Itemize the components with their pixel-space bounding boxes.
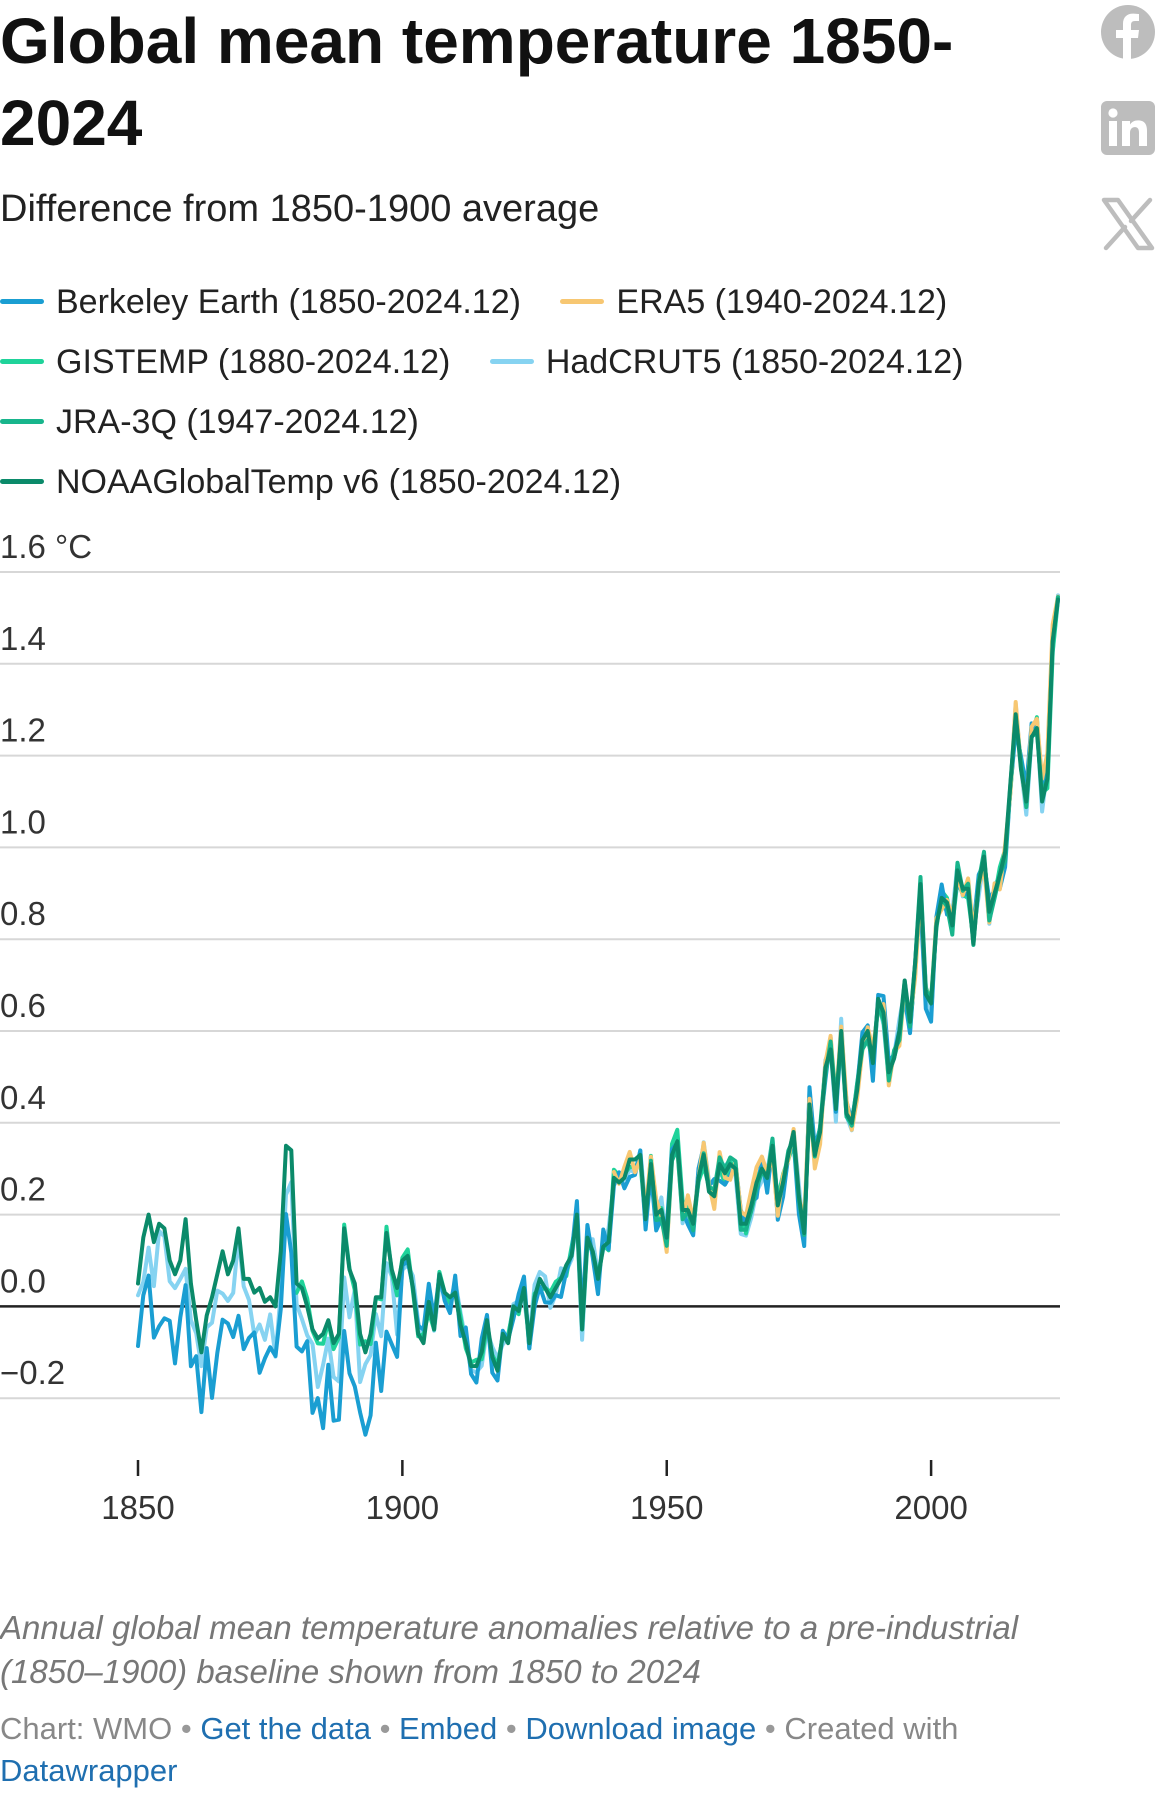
- y-tick-label: 0.8: [0, 895, 46, 932]
- legend-label: JRA-3Q (1947-2024.12): [56, 403, 419, 441]
- x-tick-label: 1950: [630, 1489, 703, 1526]
- created-with-label: Created with: [784, 1711, 959, 1746]
- x-tick-label: 1900: [366, 1489, 439, 1526]
- series-gistemp: [294, 597, 1060, 1368]
- line-chart: −0.2 0.0 0.2 0.4 0.6 0.8 1.0 1.2 1.4 1.6 °C 1850 19…: [0, 528, 1060, 1526]
- legend-label: HadCRUT5 (1850-2024.12): [545, 343, 964, 381]
- legend-label: Berkeley Earth (1850-2024.12): [56, 283, 521, 321]
- source-label: Chart: WMO: [0, 1711, 173, 1746]
- legend-label: GISTEMP (1880-2024.12): [56, 343, 451, 381]
- legend-swatch: [0, 418, 44, 424]
- legend-item-era5: ERA5 (1940-2024.12): [560, 272, 947, 332]
- facebook-icon[interactable]: [1100, 4, 1156, 60]
- legend-item-gistemp: GISTEMP (1880-2024.12): [0, 332, 450, 392]
- y-tick-label: 1.2: [0, 712, 46, 749]
- legend-swatch: [489, 358, 534, 364]
- series-noaa: [136, 597, 1060, 1373]
- chart-legend: Berkeley Earth (1850-2024.12) ERA5 (1940…: [0, 272, 1000, 512]
- legend-swatch: [0, 298, 44, 304]
- series-jra3q: [648, 595, 1060, 1248]
- get-data-link[interactable]: Get the data: [200, 1711, 371, 1746]
- page-title: Global mean temperature 1850-2024: [0, 5, 954, 159]
- linkedin-icon[interactable]: [1100, 100, 1156, 156]
- embed-link[interactable]: Embed: [399, 1711, 498, 1746]
- legend-swatch: [560, 298, 605, 304]
- x-icon[interactable]: [1100, 196, 1156, 252]
- download-image-link[interactable]: Download image: [525, 1711, 757, 1746]
- series-berkeley: [136, 597, 1060, 1437]
- chart-notes: Annual global mean temperature anomalies…: [0, 1609, 1019, 1690]
- y-tick-label: 0.6: [0, 987, 46, 1024]
- y-tick-label: 1.4: [0, 620, 46, 657]
- y-tick-label: 1.0: [0, 803, 46, 840]
- legend-label: ERA5 (1940-2024.12): [616, 283, 948, 321]
- legend-swatch: [0, 358, 44, 364]
- legend-label: NOAAGlobalTemp v6 (1850-2024.12): [56, 463, 622, 501]
- chart-subtitle: Difference from 1850-1900 average: [0, 188, 600, 230]
- legend-item-jra3q: JRA-3Q (1947-2024.12): [0, 392, 419, 452]
- legend-item-hadcrut5: HadCRUT5 (1850-2024.12): [489, 332, 964, 392]
- y-tick-label: −0.2: [0, 1354, 65, 1391]
- legend-item-noaa: NOAAGlobalTemp v6 (1850-2024.12): [0, 452, 621, 512]
- y-tick-label: 0.4: [0, 1079, 46, 1116]
- y-tick-label: 0.0: [0, 1262, 46, 1299]
- y-tick-label: 0.2: [0, 1171, 46, 1208]
- y-tick-label: 1.6 °C: [0, 528, 92, 565]
- x-tick-label: 2000: [894, 1489, 967, 1526]
- datawrapper-link[interactable]: Datawrapper: [0, 1753, 178, 1788]
- chart-byline: Chart: WMO • Get the data • Embed • Down…: [0, 1711, 959, 1788]
- legend-item-berkeley: Berkeley Earth (1850-2024.12): [0, 272, 521, 332]
- x-tick-label: 1850: [101, 1489, 174, 1526]
- legend-swatch: [0, 478, 44, 484]
